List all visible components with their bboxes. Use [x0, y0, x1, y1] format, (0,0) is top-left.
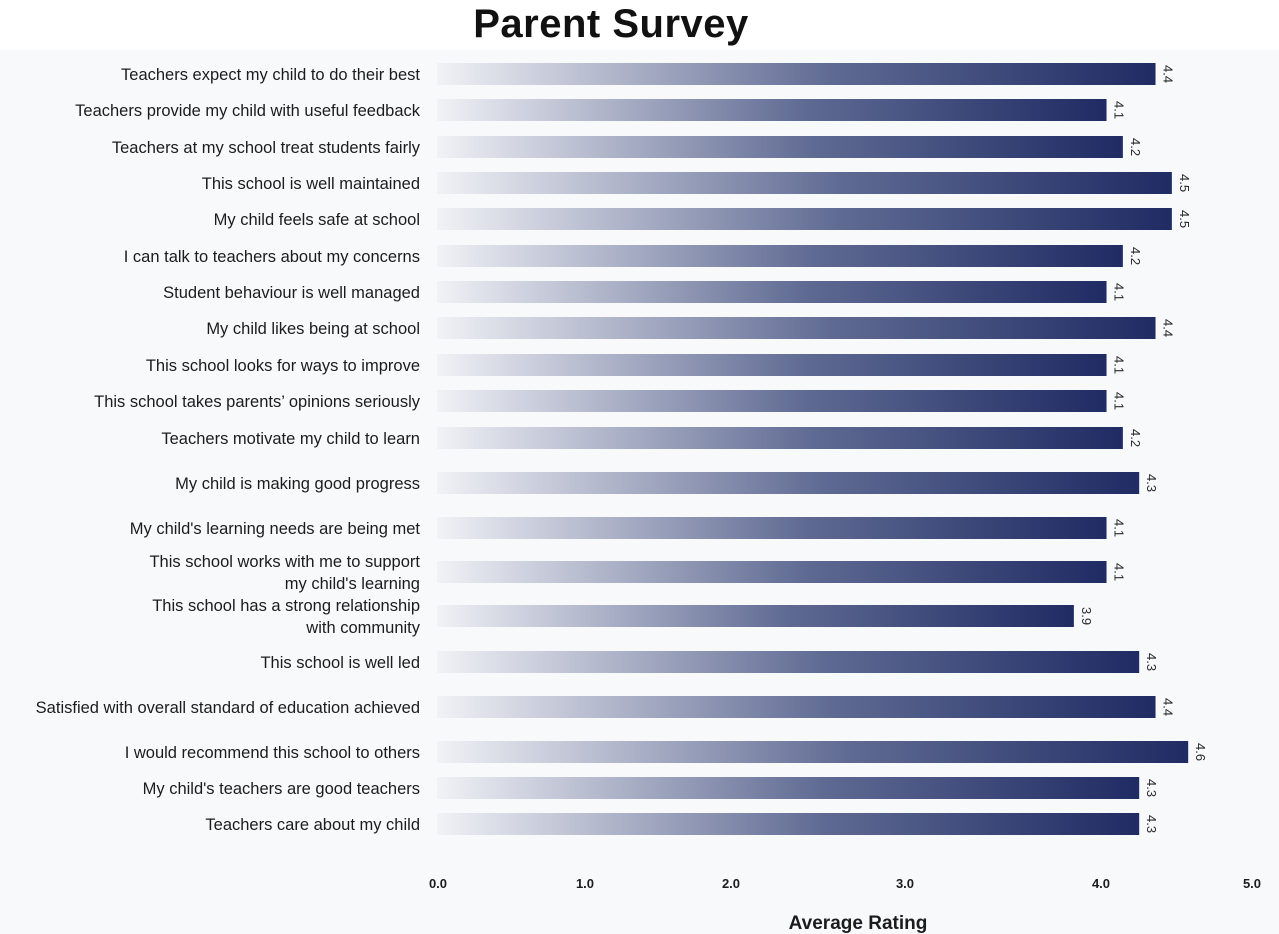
- bar: [437, 741, 1189, 763]
- bar: [437, 472, 1140, 494]
- category-label: Teachers care about my child: [205, 816, 420, 834]
- value-label: 4.2: [1128, 429, 1143, 447]
- value-label: 4.1: [1112, 356, 1127, 374]
- bar: [437, 561, 1107, 583]
- x-tick-label: 0.0: [429, 876, 447, 891]
- bar: [437, 63, 1156, 85]
- bar: [437, 245, 1123, 267]
- category-label: Teachers at my school treat students fai…: [112, 139, 421, 157]
- category-labels: Teachers expect my child to do their bes…: [36, 66, 421, 834]
- bar: [437, 696, 1156, 718]
- x-tick-label: 1.0: [576, 876, 594, 891]
- value-label: 4.5: [1177, 210, 1192, 228]
- bar: [437, 813, 1140, 835]
- value-label: 4.3: [1144, 815, 1159, 833]
- category-label: This school has a strong relationship wit…: [152, 597, 421, 637]
- bar: [437, 517, 1107, 539]
- x-tick-label: 3.0: [896, 876, 914, 891]
- value-label: 4.4: [1161, 698, 1176, 716]
- category-label: My child's teachers are good teachers: [143, 780, 420, 798]
- category-label: My child's learning needs are being met: [130, 520, 421, 538]
- bar: [437, 777, 1140, 799]
- value-label: 3.9: [1079, 607, 1094, 625]
- value-label: 4.6: [1193, 743, 1208, 761]
- category-label: I can talk to teachers about my concerns: [124, 248, 420, 266]
- chart-title: Parent Survey: [473, 2, 749, 46]
- value-label: 4.1: [1112, 519, 1127, 537]
- value-labels: 4.4 4.1 4.2 4.5 4.5 4.2 4.1 4.4 4.1 4.1 4.2 4.3 4.1 4…: [1079, 65, 1208, 833]
- value-label: 4.3: [1144, 653, 1159, 671]
- value-label: 4.5: [1177, 174, 1192, 192]
- category-label: My child feels safe at school: [214, 211, 420, 229]
- category-label: This school is well maintained: [202, 175, 420, 193]
- value-label: 4.1: [1112, 101, 1127, 119]
- bar: [437, 427, 1123, 449]
- category-label: Satisfied with overall standard of educa…: [36, 699, 420, 717]
- category-label: Teachers expect my child to do their bes…: [121, 66, 420, 84]
- category-label: My child is making good progress: [175, 475, 420, 493]
- bar: [437, 317, 1156, 339]
- bar: [437, 605, 1074, 627]
- category-label: Student behaviour is well managed: [163, 284, 420, 302]
- bar: [437, 281, 1107, 303]
- x-tick-label: 2.0: [722, 876, 740, 891]
- bar: [437, 390, 1107, 412]
- category-label: This school is well led: [260, 654, 420, 672]
- x-tick-label: 4.0: [1092, 876, 1110, 891]
- value-label: 4.1: [1112, 392, 1127, 410]
- value-label: 4.1: [1112, 283, 1127, 301]
- category-label: Teachers motivate my child to learn: [161, 430, 420, 448]
- x-tick-label: 5.0: [1243, 876, 1261, 891]
- value-label: 4.2: [1128, 138, 1143, 156]
- value-label: 4.4: [1161, 319, 1176, 337]
- value-label: 4.1: [1112, 563, 1127, 581]
- category-label: This school looks for ways to improve: [146, 357, 420, 375]
- category-label: This school works with me to support my c…: [149, 553, 420, 593]
- value-label: 4.4: [1161, 65, 1176, 83]
- bar: [437, 99, 1107, 121]
- value-label: 4.3: [1144, 474, 1159, 492]
- x-axis-ticks: 0.0 1.0 2.0 3.0 4.0 5.0: [429, 876, 1261, 891]
- bars-group: [437, 63, 1189, 835]
- bar: [437, 172, 1172, 194]
- category-label: My child likes being at school: [206, 320, 420, 338]
- value-label: 4.2: [1128, 247, 1143, 265]
- bar: [437, 354, 1107, 376]
- category-label: I would recommend this school to others: [125, 744, 420, 762]
- value-label: 4.3: [1144, 779, 1159, 797]
- bar: [437, 136, 1123, 158]
- category-label: Teachers provide my child with useful fe…: [75, 102, 421, 120]
- bar: [437, 208, 1172, 230]
- x-axis-title: Average Rating: [789, 913, 928, 934]
- bar: [437, 651, 1140, 673]
- category-label: This school takes parents’ opinions seri…: [94, 393, 421, 411]
